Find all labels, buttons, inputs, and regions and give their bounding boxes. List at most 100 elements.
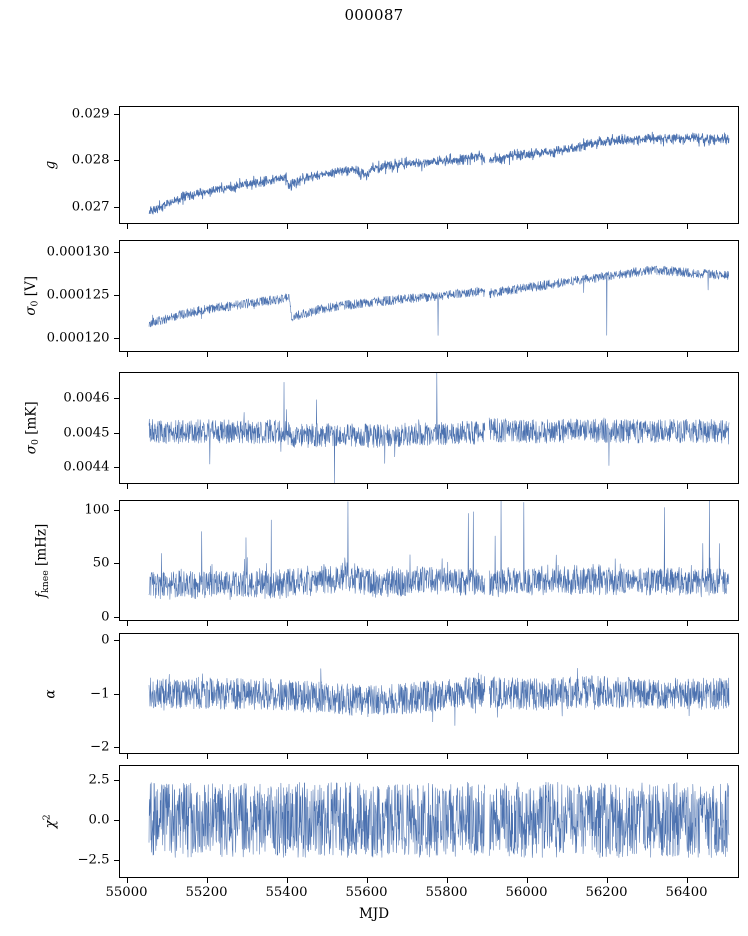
y-tick-label: 0 <box>101 632 110 648</box>
panel-chi-squared <box>118 765 739 878</box>
y-tick-label: 100 <box>84 502 110 518</box>
y-tick-mark <box>114 779 119 781</box>
y-tick-mark <box>114 338 119 340</box>
y-tick-mark <box>114 693 119 695</box>
x-tick-label: 55400 <box>265 885 308 900</box>
x-tick-label: 56400 <box>665 885 708 900</box>
y-tick-label: 0.0045 <box>63 425 110 441</box>
plot-area-f-knee <box>120 501 738 620</box>
panel-alpha <box>118 633 739 754</box>
x-tick-mark <box>606 621 608 626</box>
y-tick-mark <box>114 746 119 748</box>
y-axis-label-chi-squared: χ2 <box>41 814 59 829</box>
x-tick-mark <box>446 621 448 626</box>
x-tick-mark <box>206 484 208 489</box>
series-line <box>149 668 729 725</box>
x-tick-mark <box>606 224 608 229</box>
x-tick-mark <box>446 484 448 489</box>
x-tick-mark <box>286 754 288 759</box>
x-tick-mark <box>606 754 608 759</box>
y-tick-label: 0.027 <box>71 199 110 215</box>
x-tick-mark <box>126 352 128 357</box>
x-tick-mark <box>286 621 288 626</box>
x-tick-mark <box>686 878 688 883</box>
x-tick-mark <box>286 878 288 883</box>
x-tick-mark <box>446 878 448 883</box>
x-tick-mark <box>446 352 448 357</box>
x-tick-label: 56000 <box>505 885 548 900</box>
x-tick-mark <box>126 224 128 229</box>
y-tick-label: −2 <box>90 739 110 755</box>
x-tick-label: 55800 <box>425 885 468 900</box>
plot-area-chi-squared <box>120 766 738 877</box>
x-tick-mark <box>526 878 528 883</box>
x-tick-mark <box>366 484 368 489</box>
panel-f-knee <box>118 500 739 621</box>
y-tick-label: 0.0044 <box>63 459 110 475</box>
y-tick-mark <box>114 295 119 297</box>
y-tick-label: 0 <box>101 609 110 625</box>
figure-title: 000087 <box>344 6 404 24</box>
y-tick-mark <box>114 860 119 862</box>
y-tick-mark <box>114 467 119 469</box>
x-tick-mark <box>446 754 448 759</box>
x-tick-mark <box>526 352 528 357</box>
x-tick-mark <box>286 352 288 357</box>
plot-area-gain <box>120 107 738 223</box>
x-tick-mark <box>206 621 208 626</box>
y-tick-mark <box>114 509 119 511</box>
y-tick-mark <box>114 616 119 618</box>
series-line <box>149 501 729 600</box>
y-axis-label-sigma0-millikelvin: σ0 [mK] <box>23 401 41 455</box>
x-tick-mark <box>526 754 528 759</box>
series-line <box>149 132 729 214</box>
x-tick-mark <box>126 484 128 489</box>
x-tick-mark <box>606 484 608 489</box>
y-tick-label: 2.5 <box>88 772 110 788</box>
x-tick-mark <box>126 754 128 759</box>
x-tick-label: 55000 <box>105 885 148 900</box>
x-tick-mark <box>526 224 528 229</box>
y-tick-mark <box>114 206 119 208</box>
y-tick-label: 0.000125 <box>46 287 110 303</box>
panel-sigma0-volts <box>118 240 739 352</box>
x-axis-label: MJD <box>358 906 390 922</box>
y-axis-label-f-knee: fknee [mHz] <box>33 523 51 598</box>
panel-gain <box>118 106 739 224</box>
y-tick-label: 0.029 <box>71 106 110 122</box>
y-tick-mark <box>114 640 119 642</box>
y-tick-label: 0.000120 <box>46 330 110 346</box>
y-tick-label: −2.5 <box>77 852 110 868</box>
y-axis-label-alpha: α <box>42 688 59 699</box>
plot-area-sigma0-volts <box>120 241 738 351</box>
x-tick-label: 56200 <box>585 885 628 900</box>
x-tick-mark <box>366 621 368 626</box>
y-tick-label: 0.028 <box>71 152 110 168</box>
y-tick-label: 50 <box>92 555 110 571</box>
x-tick-mark <box>286 224 288 229</box>
y-tick-mark <box>114 819 119 821</box>
y-axis-label-sigma0-volts: σ0 [V] <box>23 275 41 316</box>
x-tick-mark <box>206 878 208 883</box>
x-tick-mark <box>526 621 528 626</box>
x-tick-mark <box>606 878 608 883</box>
series-line <box>149 373 729 483</box>
plot-area-alpha <box>120 634 738 753</box>
x-tick-mark <box>366 352 368 357</box>
y-tick-mark <box>114 252 119 254</box>
y-tick-mark <box>114 432 119 434</box>
x-tick-mark <box>206 754 208 759</box>
y-axis-label-gain: g <box>41 160 58 170</box>
x-tick-mark <box>686 621 688 626</box>
x-tick-mark <box>286 484 288 489</box>
x-tick-mark <box>686 224 688 229</box>
x-tick-mark <box>686 352 688 357</box>
x-tick-mark <box>366 878 368 883</box>
x-tick-mark <box>126 878 128 883</box>
y-tick-label: 0.0046 <box>63 390 110 406</box>
x-tick-label: 55600 <box>345 885 388 900</box>
x-tick-mark <box>526 484 528 489</box>
plot-area-sigma0-millikelvin <box>120 373 738 483</box>
x-tick-mark <box>606 352 608 357</box>
